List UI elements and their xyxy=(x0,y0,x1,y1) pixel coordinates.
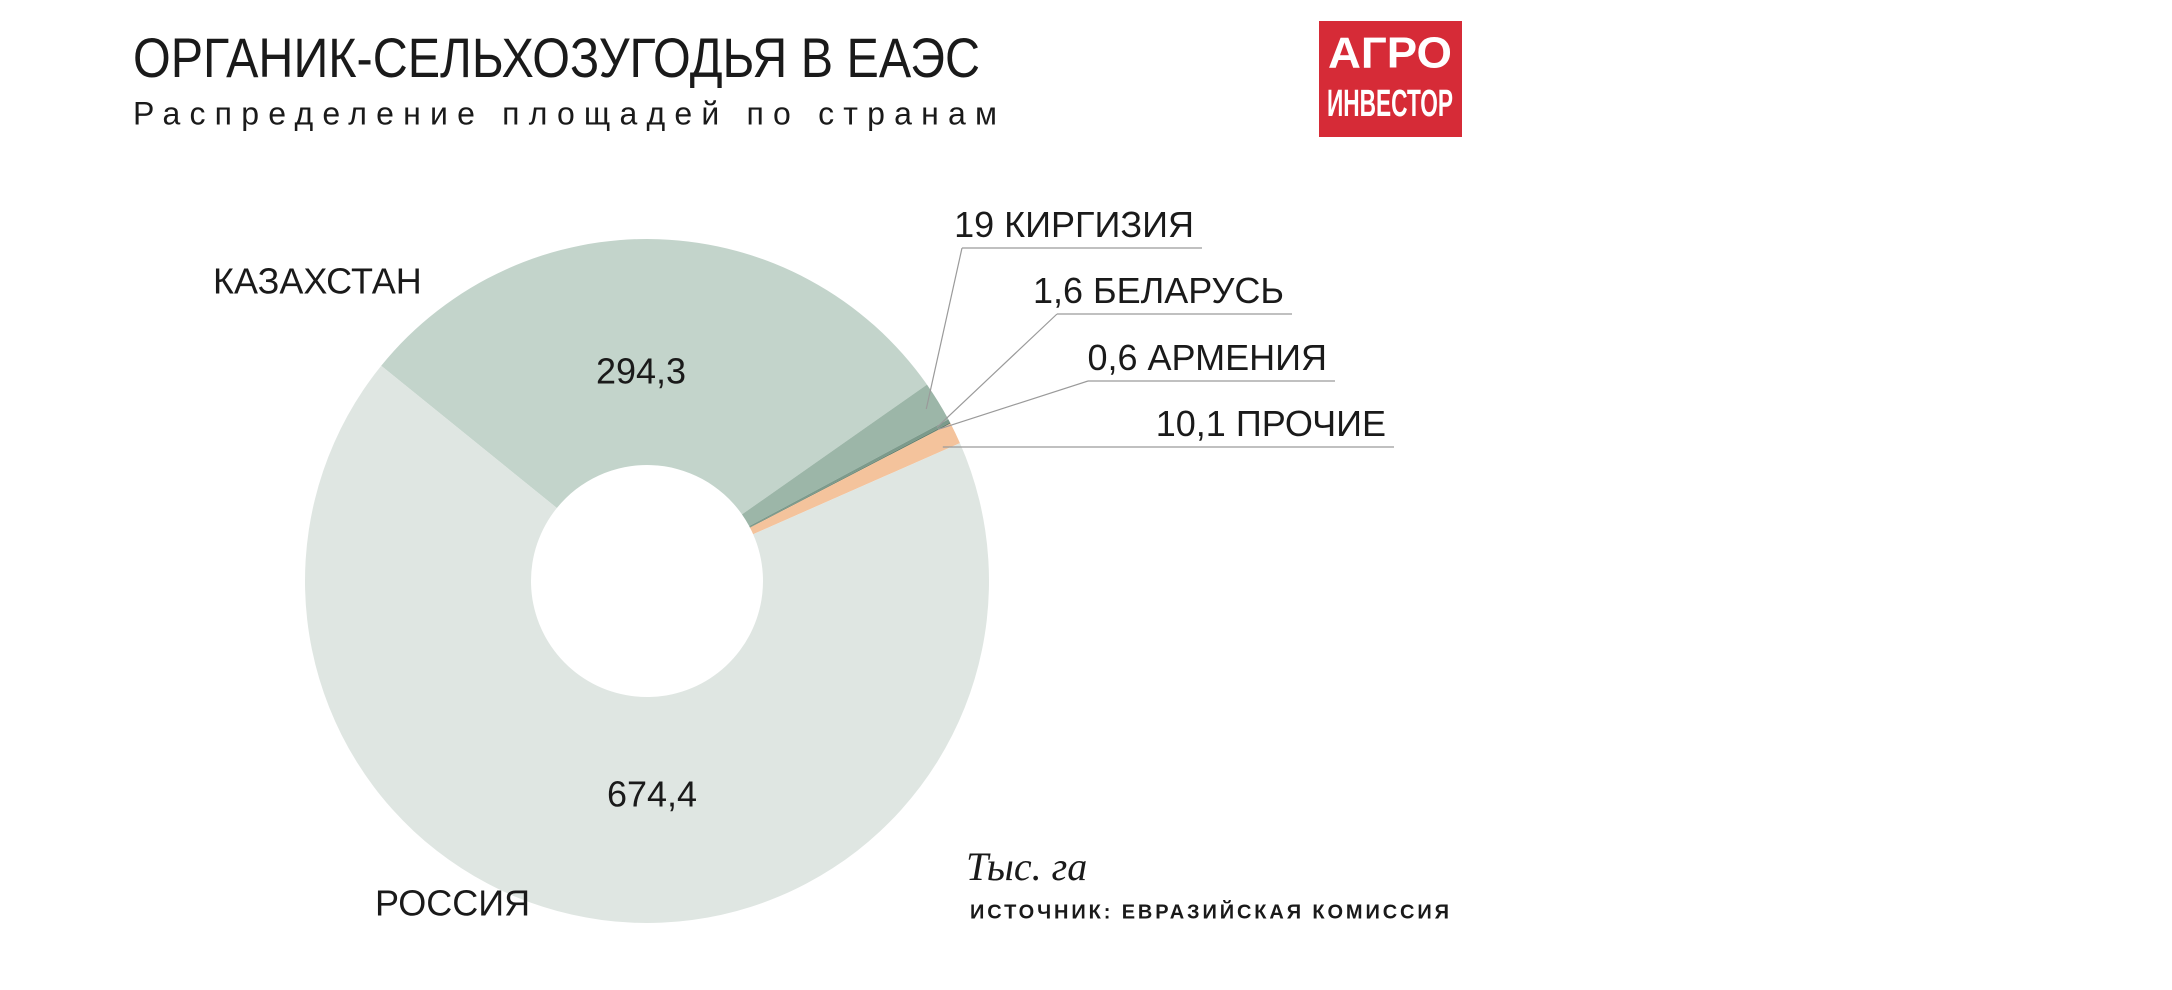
logo-text: ИНВЕСТОР xyxy=(1327,83,1453,125)
donut-slice xyxy=(381,239,927,515)
donut-slice xyxy=(749,422,951,528)
category-label: БЕЛАРУСЬ xyxy=(1093,270,1284,311)
leader-line xyxy=(925,247,963,410)
chart-title: ОРГАНИК-СЕЛЬХОЗУГОДЬЯ В ЕАЭС xyxy=(133,26,980,89)
slice-label: 0,6 АРМЕНИЯ xyxy=(1087,337,1327,378)
value-label: 10,1 xyxy=(1156,403,1226,444)
logo xyxy=(1319,21,1462,137)
category-label: КАЗАХСТАН xyxy=(213,261,422,302)
donut-slice xyxy=(305,365,989,923)
slice-label: 1,6 БЕЛАРУСЬ xyxy=(1033,270,1284,311)
category-label: ПРОЧИЕ xyxy=(1236,403,1386,444)
logo-text: АГРО xyxy=(1328,29,1452,78)
category-label: КИРГИЗИЯ xyxy=(1004,204,1194,245)
chart-subtitle: Распределение площадей по странам xyxy=(133,95,997,131)
source-note: ИСТОЧНИК: ЕВРАЗИЙСКАЯ КОМИССИЯ xyxy=(970,899,1449,923)
value-label: 294,3 xyxy=(596,351,686,392)
donut-slice xyxy=(749,423,960,535)
slice-label: 19 КИРГИЗИЯ xyxy=(954,204,1194,245)
category-label: РОССИЯ xyxy=(375,883,530,924)
value-label: 1,6 xyxy=(1033,270,1083,311)
value-label: 19 xyxy=(954,204,994,245)
slice-label: 10,1 ПРОЧИЕ xyxy=(1156,403,1386,444)
leader-line xyxy=(936,313,1058,428)
donut-slice xyxy=(749,419,950,528)
value-label: 674,4 xyxy=(607,774,697,815)
category-label: АРМЕНИЯ xyxy=(1148,337,1328,378)
unit-label: Тыс. га xyxy=(966,844,1087,889)
value-label: 0,6 xyxy=(1087,337,1137,378)
leader-line xyxy=(937,380,1089,430)
donut-slice xyxy=(741,384,949,527)
